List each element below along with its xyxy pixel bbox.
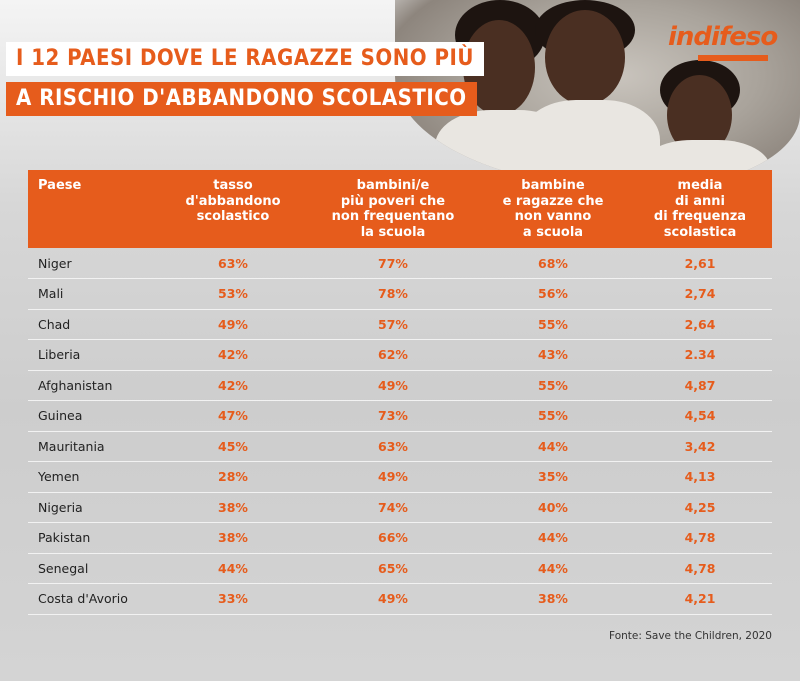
cell-poorest-out-of-school: 77%: [308, 248, 478, 279]
data-table: Paese tasso d'abbandono scolastico bambi…: [28, 170, 772, 615]
cell-poorest-out-of-school: 65%: [308, 553, 478, 584]
cell-country: Mali: [28, 278, 158, 310]
cell-dropout-rate: 45%: [158, 431, 308, 462]
girl-face-center: [545, 10, 625, 105]
table-row: Nigeria 38% 74% 40% 4,25: [28, 492, 772, 523]
cell-dropout-rate: 63%: [158, 248, 308, 279]
title-line-2: A RISCHIO D'ABBANDONO SCOLASTICO: [6, 82, 477, 116]
cell-dropout-rate: 53%: [158, 278, 308, 310]
cell-girls-out-of-school: 55%: [478, 400, 628, 432]
table-row: Mali 53% 78% 56% 2,74: [28, 278, 772, 310]
column-header-poorest-out-of-school: bambini/e più poveri che non frequentano…: [308, 170, 478, 248]
cell-country: Liberia: [28, 339, 158, 371]
table-row: Mauritania 45% 63% 44% 3,42: [28, 431, 772, 462]
cell-country: Niger: [28, 248, 158, 279]
cell-average-years: 2.34: [628, 339, 772, 371]
cell-country: Nigeria: [28, 492, 158, 523]
cell-country: Guinea: [28, 400, 158, 432]
cell-dropout-rate: 44%: [158, 553, 308, 584]
cell-country: Costa d'Avorio: [28, 583, 158, 615]
cell-girls-out-of-school: 55%: [478, 370, 628, 401]
cell-poorest-out-of-school: 73%: [308, 400, 478, 432]
table-row: Guinea 47% 73% 55% 4,54: [28, 400, 772, 432]
cell-girls-out-of-school: 44%: [478, 522, 628, 554]
cell-average-years: 4,78: [628, 522, 772, 554]
cell-average-years: 3,42: [628, 431, 772, 462]
column-header-dropout-rate: tasso d'abbandono scolastico: [158, 170, 308, 248]
cell-average-years: 4,13: [628, 461, 772, 493]
cell-average-years: 4,87: [628, 370, 772, 401]
cell-girls-out-of-school: 44%: [478, 431, 628, 462]
cell-girls-out-of-school: 55%: [478, 309, 628, 340]
cell-girls-out-of-school: 43%: [478, 339, 628, 371]
cell-average-years: 2,61: [628, 248, 772, 279]
cell-poorest-out-of-school: 78%: [308, 278, 478, 310]
cell-dropout-rate: 47%: [158, 400, 308, 432]
cell-dropout-rate: 49%: [158, 309, 308, 340]
cell-average-years: 4,25: [628, 492, 772, 523]
cell-poorest-out-of-school: 63%: [308, 431, 478, 462]
cell-poorest-out-of-school: 74%: [308, 492, 478, 523]
cell-dropout-rate: 38%: [158, 492, 308, 523]
table-row: Senegal 44% 65% 44% 4,78: [28, 553, 772, 584]
table-header-row: Paese tasso d'abbandono scolastico bambi…: [28, 170, 772, 248]
cell-dropout-rate: 42%: [158, 339, 308, 371]
cell-dropout-rate: 42%: [158, 370, 308, 401]
cell-average-years: 2,74: [628, 278, 772, 310]
table-row: Costa d'Avorio 33% 49% 38% 4,21: [28, 583, 772, 615]
source-note: Fonte: Save the Children, 2020: [609, 630, 772, 642]
cell-poorest-out-of-school: 62%: [308, 339, 478, 371]
cell-dropout-rate: 28%: [158, 461, 308, 493]
column-header-country: Paese: [28, 170, 158, 248]
cell-poorest-out-of-school: 49%: [308, 370, 478, 401]
cell-girls-out-of-school: 40%: [478, 492, 628, 523]
cell-country: Pakistan: [28, 522, 158, 554]
column-header-girls-out-of-school: bambine e ragazze che non vanno a scuola: [478, 170, 628, 248]
header-photo: [395, 0, 800, 190]
column-header-average-years: media di anni di frequenza scolastica: [628, 170, 772, 248]
table-row: Chad 49% 57% 55% 2,64: [28, 309, 772, 340]
table-row: Pakistan 38% 66% 44% 4,78: [28, 522, 772, 554]
cell-girls-out-of-school: 35%: [478, 461, 628, 493]
indifeso-logo: indifeso: [668, 22, 783, 70]
table-body: Niger 63% 77% 68% 2,61 Mali 53% 78% 56% 2,74 Chad 4…: [28, 248, 772, 615]
logo-underline: [698, 55, 768, 61]
table-row: Niger 63% 77% 68% 2,61: [28, 248, 772, 279]
cell-poorest-out-of-school: 49%: [308, 583, 478, 615]
cell-poorest-out-of-school: 57%: [308, 309, 478, 340]
cell-girls-out-of-school: 38%: [478, 583, 628, 615]
cell-poorest-out-of-school: 49%: [308, 461, 478, 493]
cell-girls-out-of-school: 44%: [478, 553, 628, 584]
cell-girls-out-of-school: 68%: [478, 248, 628, 279]
title-line-1: I 12 PAESI DOVE LE RAGAZZE SONO PIÙ: [6, 42, 484, 76]
cell-country: Senegal: [28, 553, 158, 584]
table-row: Liberia 42% 62% 43% 2.34: [28, 339, 772, 371]
cell-average-years: 4,54: [628, 400, 772, 432]
cell-girls-out-of-school: 56%: [478, 278, 628, 310]
cell-country: Yemen: [28, 461, 158, 493]
cell-poorest-out-of-school: 66%: [308, 522, 478, 554]
table-row: Afghanistan 42% 49% 55% 4,87: [28, 370, 772, 401]
cell-country: Chad: [28, 309, 158, 340]
logo-text: indifeso: [668, 22, 778, 52]
cell-average-years: 4,78: [628, 553, 772, 584]
table-row: Yemen 28% 49% 35% 4,13: [28, 461, 772, 493]
cell-average-years: 4,21: [628, 583, 772, 615]
cell-country: Afghanistan: [28, 370, 158, 401]
cell-dropout-rate: 33%: [158, 583, 308, 615]
cell-country: Mauritania: [28, 431, 158, 462]
cell-average-years: 2,64: [628, 309, 772, 340]
cell-dropout-rate: 38%: [158, 522, 308, 554]
